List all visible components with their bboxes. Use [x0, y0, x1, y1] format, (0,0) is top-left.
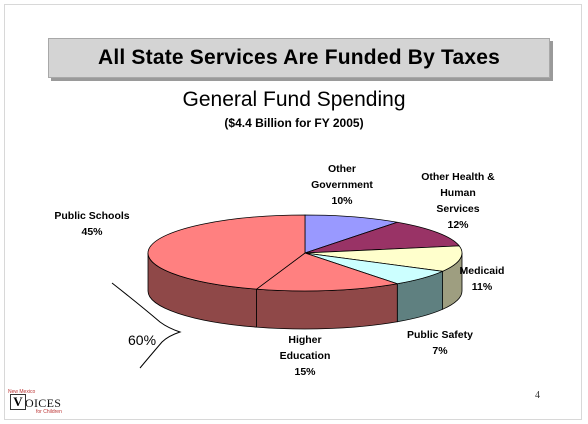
pie-label-public-safety: Public Safety 7%	[407, 329, 473, 357]
pie-label-line: Public Safety	[407, 329, 473, 341]
pie-label-higher-education: Higher Education 15%	[280, 334, 331, 378]
pie-slice-other-health-human-services	[304, 221, 461, 254]
title-bar: All State Services Are Funded By Taxes	[48, 38, 550, 78]
pie-label-line: Education	[280, 350, 331, 362]
pie-label-line: Medicaid	[460, 265, 505, 277]
pie-slice-medicaid	[304, 245, 463, 272]
voices-logo: New Mexico V OICES for Children	[6, 388, 66, 416]
page-number: 4	[535, 390, 540, 401]
pie-label-other-government: Other Government 10%	[311, 163, 373, 207]
pie-label-value: 15%	[294, 366, 316, 378]
pie-label-value: 11%	[472, 281, 493, 293]
slide-frame	[4, 4, 582, 420]
pie-label-public-schools: Public Schools 45%	[54, 210, 129, 238]
brace-path	[111, 282, 182, 369]
logo-small-bottom: for Children	[36, 409, 62, 415]
pie-labels: Other Government 10% Other Health & Human Ser…	[54, 163, 504, 378]
pie-label-line: Government	[311, 179, 373, 191]
pie-label-other-health-human-services: Other Health & Human Services 12%	[421, 171, 495, 231]
pie-label-medicaid: Medicaid 11%	[460, 265, 505, 293]
pie-label-line: Services	[436, 203, 479, 215]
logo-word: OICES	[25, 396, 62, 410]
pie-label-value: 10%	[331, 195, 353, 207]
pie-slice-other-government	[304, 214, 398, 254]
pie-label-line: Public Schools	[54, 210, 129, 222]
pie-label-line: Other Health &	[421, 171, 495, 183]
pie-sides	[147, 252, 463, 330]
chart-subtitle-amount: ($4.4 Billion for FY 2005)	[224, 116, 364, 130]
chart-subtitle: General Fund Spending	[182, 88, 406, 111]
pie-tops	[147, 214, 463, 292]
pie-label-value: 45%	[81, 226, 103, 238]
pie-label-line: Human	[440, 187, 476, 199]
pie-label-line: Other	[328, 163, 356, 175]
pie-label-line: Higher	[288, 334, 321, 346]
logo-letter: V	[10, 394, 26, 410]
brace-label: 60%	[128, 332, 156, 348]
pie-slice-public-schools	[147, 214, 306, 290]
pie-label-value: 7%	[432, 345, 448, 357]
logo-small-top: New Mexico	[8, 389, 36, 395]
pie-label-value: 12%	[447, 219, 469, 231]
slide-title: All State Services Are Funded By Taxes	[97, 46, 501, 69]
brace-annotation: 60%	[111, 282, 182, 369]
pie-slice-higher-education	[255, 252, 398, 292]
